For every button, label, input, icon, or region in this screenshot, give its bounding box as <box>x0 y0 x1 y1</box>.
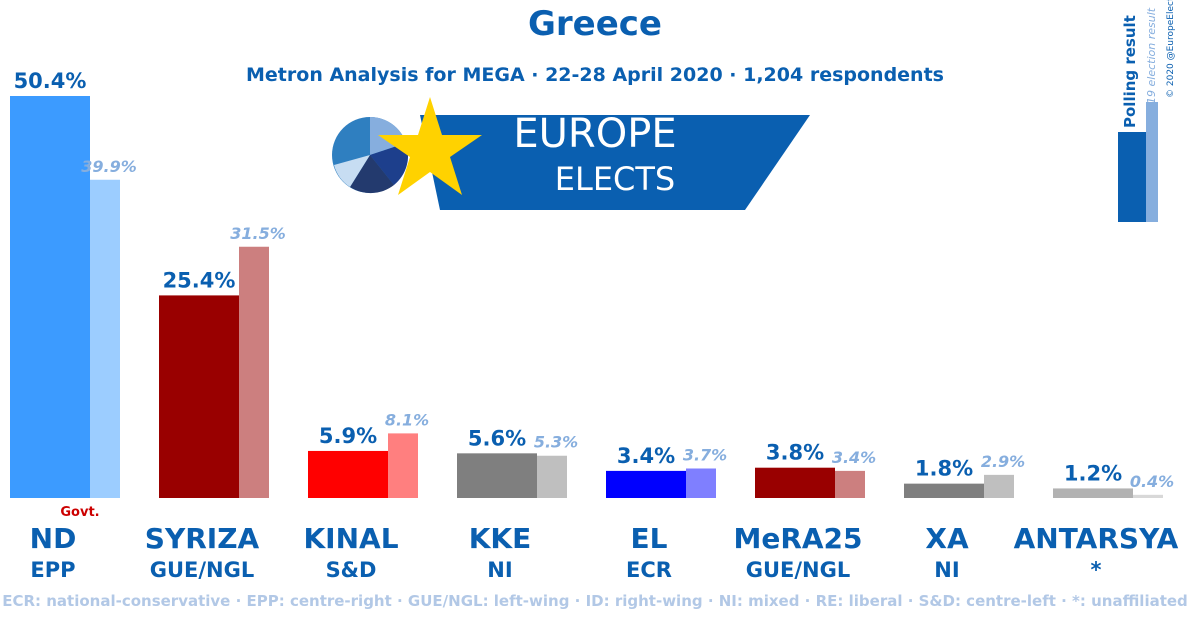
bar-previous-antarsya <box>1133 494 1163 498</box>
value-label-polling-mera25: 3.8% <box>766 441 824 465</box>
party-group-kinal: S&D <box>326 558 377 582</box>
govt-label: Govt. <box>60 505 99 520</box>
value-label-polling-kinal: 5.9% <box>319 424 377 448</box>
party-group-mera25: GUE/NGL <box>746 558 851 582</box>
logo-line-2: ELECTS <box>555 160 675 198</box>
chart-subtitle: Metron Analysis for MEGA · 22-28 April 2… <box>246 64 944 86</box>
party-group-syriza: GUE/NGL <box>150 558 255 582</box>
party-name-el: EL <box>631 522 668 555</box>
bar-polling-nd <box>10 96 90 498</box>
party-name-mera25: MeRA25 <box>733 522 862 555</box>
party-name-syriza: SYRIZA <box>145 522 260 555</box>
value-label-polling-nd: 50.4% <box>14 69 87 93</box>
bar-polling-antarsya <box>1053 488 1133 498</box>
party-group-xa: NI <box>934 558 959 582</box>
legend-swatch-previous <box>1146 102 1158 222</box>
party-name-antarsya: ANTARSYA <box>1014 522 1179 555</box>
value-label-previous-kinal: 8.1% <box>385 410 429 429</box>
bar-previous-kke <box>537 455 567 498</box>
footer-note: ECR: national-conservative · EPP: centre… <box>2 592 1188 610</box>
bar-polling-el <box>606 470 686 498</box>
bar-polling-xa <box>904 483 984 498</box>
value-label-previous-nd: 39.9% <box>81 157 137 176</box>
bar-previous-syriza <box>239 246 269 498</box>
value-label-polling-xa: 1.8% <box>915 457 973 481</box>
value-label-polling-el: 3.4% <box>617 444 675 468</box>
legend-copyright: © 2020 @EuropeElects <box>1166 0 1176 98</box>
party-name-kinal: KINAL <box>303 522 398 555</box>
bar-polling-syriza <box>159 295 239 498</box>
bar-polling-kinal <box>308 450 388 498</box>
europe-elects-logo: EUROPE ELECTS <box>332 97 810 210</box>
value-label-previous-xa: 2.9% <box>981 452 1025 471</box>
party-group-el: ECR <box>626 558 672 582</box>
value-label-previous-antarsya: 0.4% <box>1130 472 1174 491</box>
party-name-nd: ND <box>30 522 77 555</box>
party-name-kke: KKE <box>469 522 532 555</box>
value-label-previous-kke: 5.3% <box>534 433 578 452</box>
chart-title: Greece <box>527 4 662 44</box>
party-group-nd: EPP <box>30 558 75 582</box>
party-group-kke: NI <box>487 558 512 582</box>
value-label-previous-mera25: 3.4% <box>832 448 876 467</box>
bar-previous-nd <box>90 179 120 498</box>
logo-line-1: EUROPE <box>513 111 676 157</box>
legend <box>1112 14 1188 224</box>
value-label-previous-el: 3.7% <box>683 445 727 464</box>
bar-polling-kke <box>457 453 537 498</box>
legend-label-polling: Polling result <box>1121 15 1139 128</box>
value-label-polling-kke: 5.6% <box>468 426 526 450</box>
bar-previous-xa <box>984 474 1014 498</box>
value-label-polling-syriza: 25.4% <box>163 268 236 292</box>
legend-swatch-polling <box>1118 132 1146 222</box>
party-name-xa: XA <box>925 522 969 555</box>
bar-previous-mera25 <box>835 470 865 498</box>
bar-previous-kinal <box>388 433 418 498</box>
value-label-polling-antarsya: 1.2% <box>1064 461 1122 485</box>
value-label-previous-syriza: 31.5% <box>230 224 286 243</box>
legend-label-previous: 2019 election result <box>1145 7 1158 118</box>
bar-previous-el <box>686 468 716 498</box>
party-group-antarsya: * <box>1091 558 1102 582</box>
bar-polling-mera25 <box>755 467 835 498</box>
